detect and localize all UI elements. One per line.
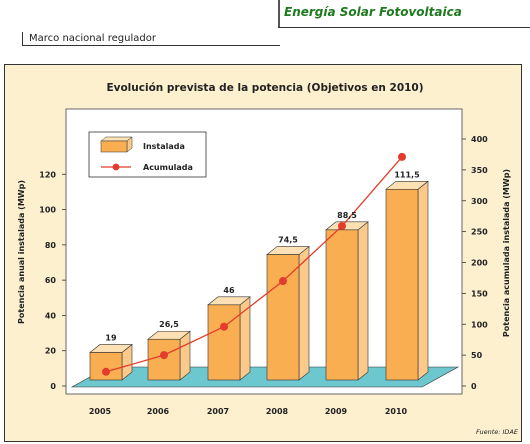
acumulada-point-2006	[160, 351, 168, 360]
y2-axis-ticks: 0 50 100 150 200 250 300 350 400	[462, 135, 488, 391]
header-rule	[278, 0, 280, 28]
y-tick-label-60: 60	[45, 276, 57, 285]
acumulada-point-2005	[102, 367, 110, 376]
y-axis-label: Potencia anual instalada (MWp)	[17, 180, 26, 324]
bar-side-2006	[179, 330, 191, 381]
x-tick-label-2010: 2010	[385, 407, 408, 416]
y2-tick-label-300: 300	[471, 197, 488, 206]
y2-tick-label-150: 150	[471, 289, 488, 298]
header-underline	[278, 27, 530, 28]
x-tick-label-2006: 2006	[147, 407, 170, 416]
bar-2005	[89, 352, 123, 381]
y-tick-label-20: 20	[45, 347, 57, 356]
bar-2007	[207, 304, 241, 381]
y-tick-label-40: 40	[45, 311, 57, 320]
y2-tick-label-250: 250	[471, 228, 488, 237]
bar-labels-layer: 19 26,5 46 74,5 88,5 111,5	[105, 170, 420, 342]
x-axis-ticks: 2005 2006 2007 2008 2009 2010	[89, 407, 408, 416]
x-tick-label-2007: 2007	[207, 407, 229, 416]
y-tick-label-80: 80	[45, 241, 57, 250]
bar-2006	[147, 338, 181, 381]
bar-side-2007	[239, 296, 251, 381]
bar-2010	[385, 188, 419, 381]
x-tick-label-2005: 2005	[89, 407, 112, 416]
y-axis-ticks: 0 20 40 60 80 100 120	[39, 170, 66, 391]
bar-value-label-2006: 26,5	[159, 320, 179, 329]
x-tick-label-2008: 2008	[266, 407, 289, 416]
acumulada-point-2008	[279, 277, 287, 286]
bar-side-2009	[357, 221, 369, 381]
chart-title: Evolución prevista de la potencia (Objet…	[106, 82, 423, 94]
y-tick-label-100: 100	[39, 206, 56, 215]
x-tick-label-2009: 2009	[325, 407, 348, 416]
section-title: Energía Solar Fotovoltaica	[284, 5, 462, 19]
acumulada-point-2010	[398, 152, 406, 161]
subheader-rule	[22, 32, 23, 46]
bar-side-2008	[298, 245, 310, 381]
y2-tick-label-400: 400	[471, 135, 488, 144]
bar-2009	[325, 229, 359, 381]
legend-bar-swatch	[100, 140, 128, 153]
subheader-underline	[22, 45, 280, 46]
legend: Instalada Acumulada	[88, 131, 207, 178]
y-tick-label-0: 0	[50, 382, 56, 391]
y2-tick-label-200: 200	[471, 259, 488, 268]
bar-value-label-2010: 111,5	[394, 170, 420, 179]
legend-label-instalada: Instalada	[143, 142, 185, 151]
bar-side-2010	[417, 180, 429, 381]
bar-value-label-2009: 88,5	[337, 211, 357, 220]
y-tick-label-120: 120	[39, 170, 56, 179]
y2-axis-label: Potencia acumulada instalada (MWp)	[502, 169, 511, 337]
legend-label-acumulada: Acumulada	[143, 163, 193, 172]
source-note: Fuente: IDAE	[476, 428, 519, 436]
y2-tick-label-0: 0	[471, 382, 477, 391]
acumulada-line	[105, 156, 403, 373]
bars-layer	[89, 180, 429, 381]
bar-2008	[266, 254, 300, 381]
breadcrumb: Marco nacional regulador	[29, 33, 156, 44]
bar-value-label-2005: 19	[105, 333, 117, 342]
y2-tick-label-350: 350	[471, 166, 488, 175]
bar-value-label-2007: 46	[223, 286, 235, 295]
bar-value-label-2008: 74,5	[278, 236, 298, 245]
acumulada-points	[102, 152, 406, 376]
acumulada-point-2009	[338, 222, 346, 231]
legend-point-swatch	[112, 163, 120, 171]
y2-tick-label-50: 50	[471, 351, 483, 360]
acumulada-point-2007	[220, 322, 228, 331]
y2-tick-label-100: 100	[471, 320, 488, 329]
